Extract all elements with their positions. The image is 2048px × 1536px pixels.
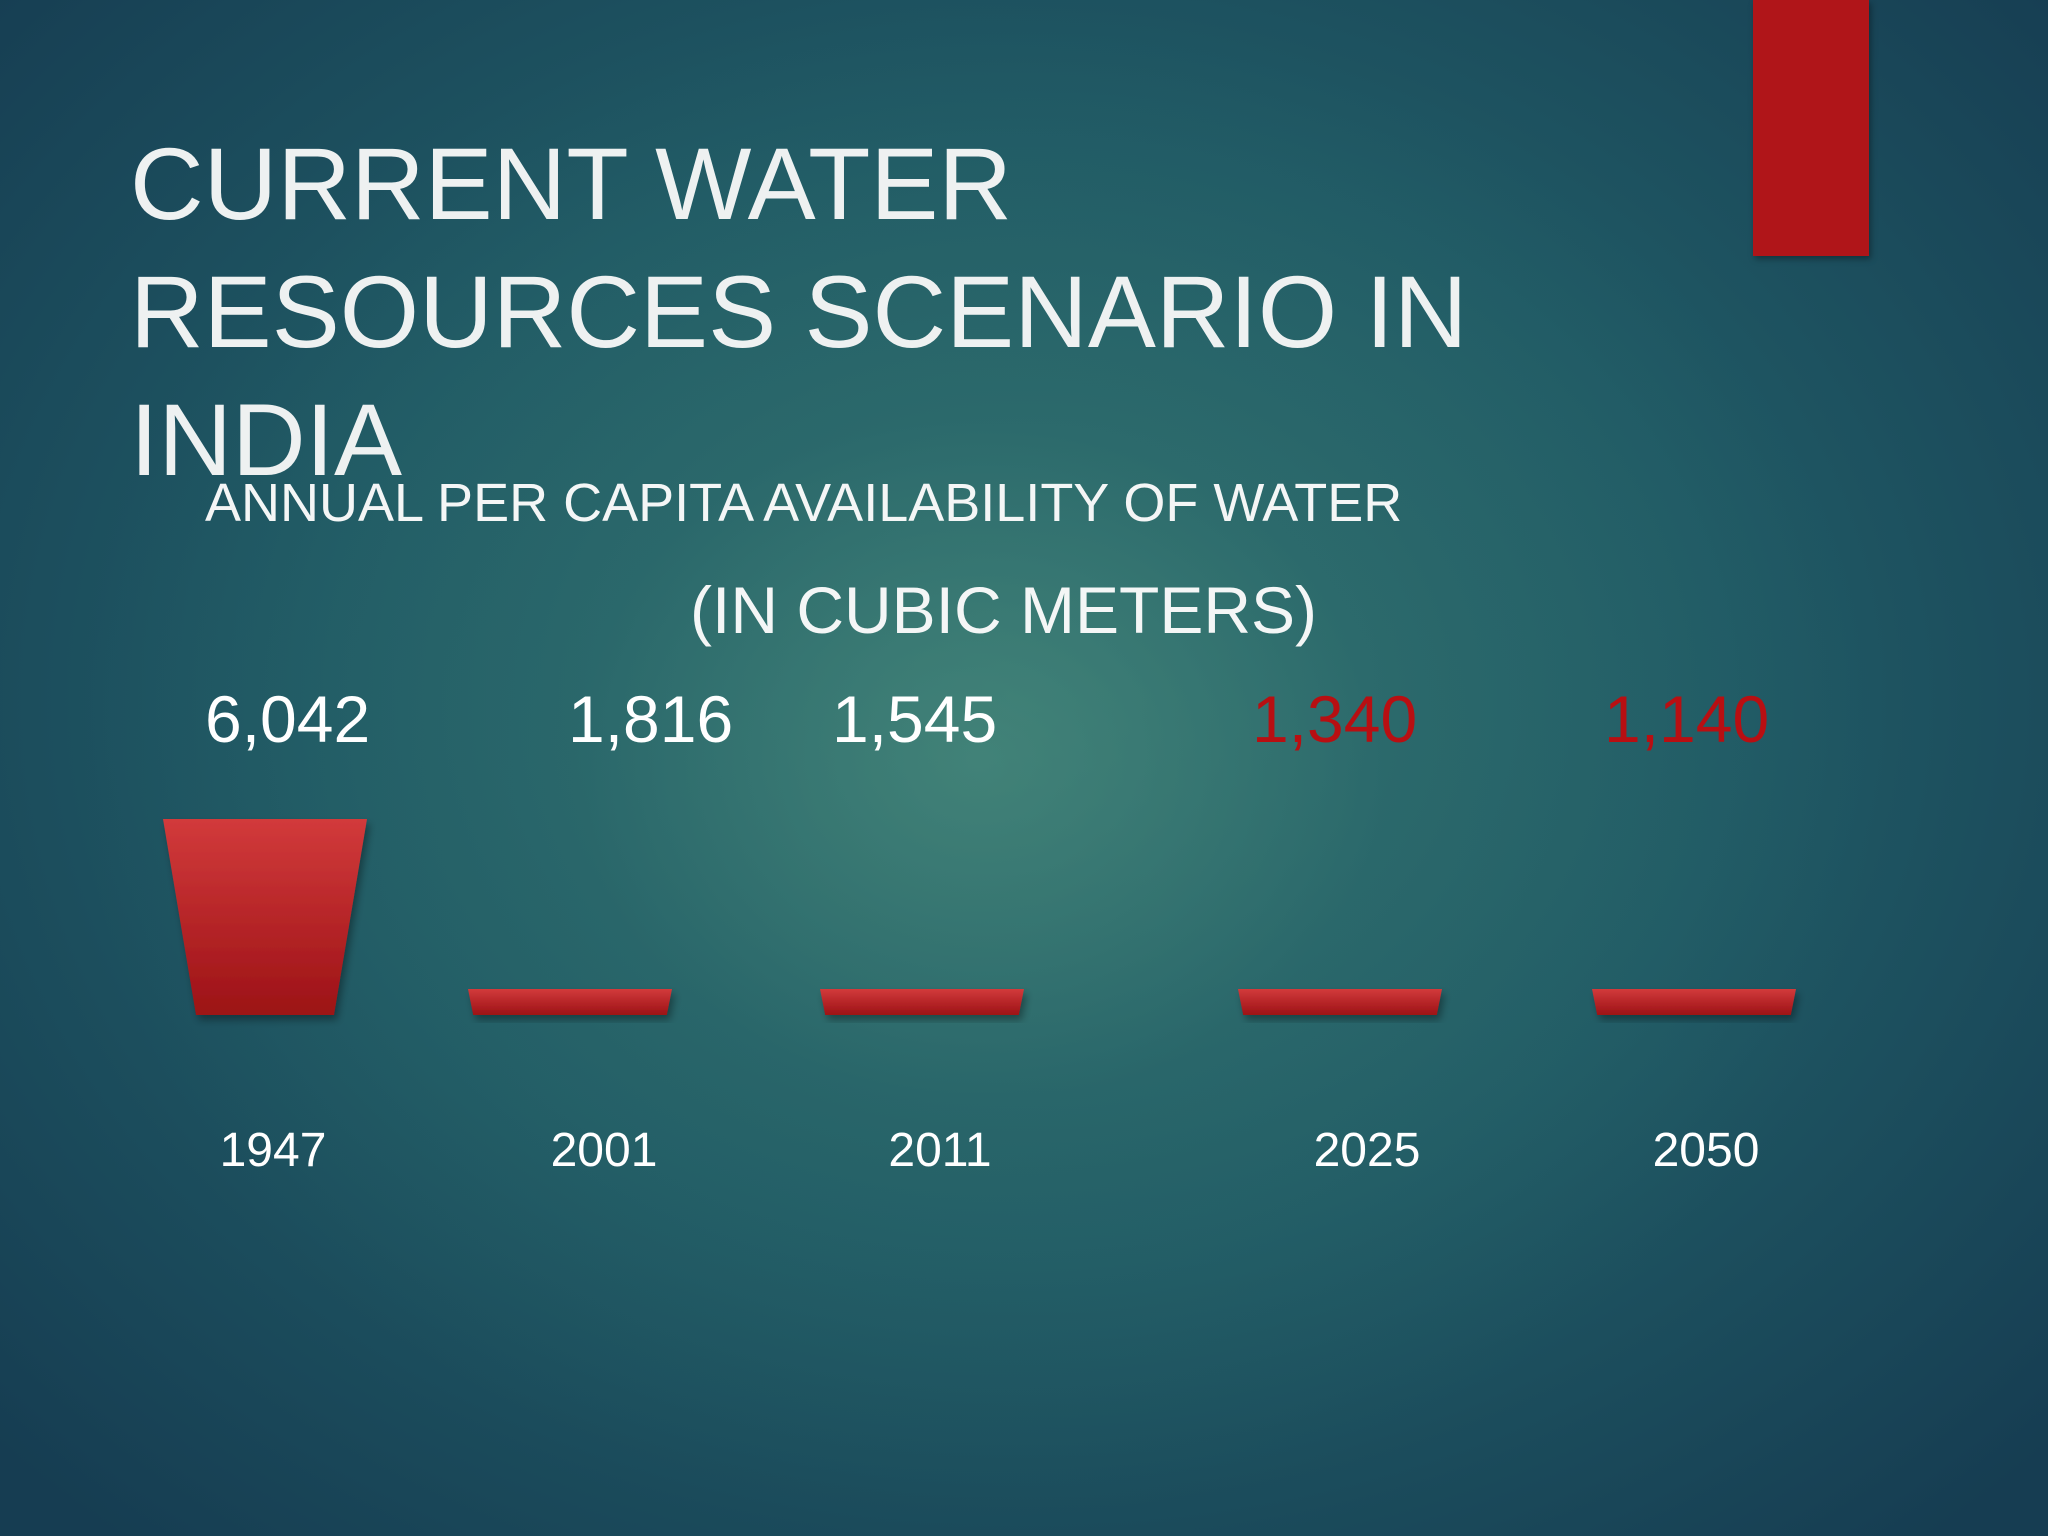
bucket-bar-2011 <box>820 989 1024 1015</box>
year-label-2025: 2025 <box>1314 1124 1421 1177</box>
bucket-bar-2001 <box>468 989 672 1015</box>
bucket-bar-1947 <box>163 819 367 1015</box>
value-label-2050: 1,140 <box>1604 682 1769 756</box>
value-label-2011: 1,545 <box>832 682 997 756</box>
year-labels-group: 1947 2001 2011 2025 2050 <box>220 1124 1760 1177</box>
year-label-2050: 2050 <box>1653 1124 1760 1177</box>
year-label-2011: 2011 <box>888 1124 991 1177</box>
slide-title-line: INDIA <box>130 383 403 497</box>
bucket-bar-2050 <box>1592 989 1796 1015</box>
year-label-1947: 1947 <box>220 1124 327 1177</box>
slide-title: CURRENT WATER RESOURCES SCENARIO IN INDI… <box>130 120 1630 504</box>
bars-group <box>163 819 1796 1015</box>
value-labels-group: 6,042 1,816 1,545 1,340 1,140 <box>205 682 1769 756</box>
value-label-1947: 6,042 <box>205 682 370 756</box>
slide-title-line: RESOURCES SCENARIO IN <box>130 255 1468 369</box>
chart-subtitle: (IN CUBIC METERS) <box>690 573 1317 647</box>
slide-title-line: CURRENT WATER <box>130 127 1013 241</box>
bucket-bar-2025 <box>1238 989 1442 1015</box>
value-label-2001: 1,816 <box>568 682 733 756</box>
value-label-2025: 1,340 <box>1252 682 1417 756</box>
year-label-2001: 2001 <box>551 1124 658 1177</box>
chart-title: ANNUAL PER CAPITA AVAILABILITY OF WATER <box>205 473 1403 533</box>
accent-bar <box>1753 0 1869 256</box>
